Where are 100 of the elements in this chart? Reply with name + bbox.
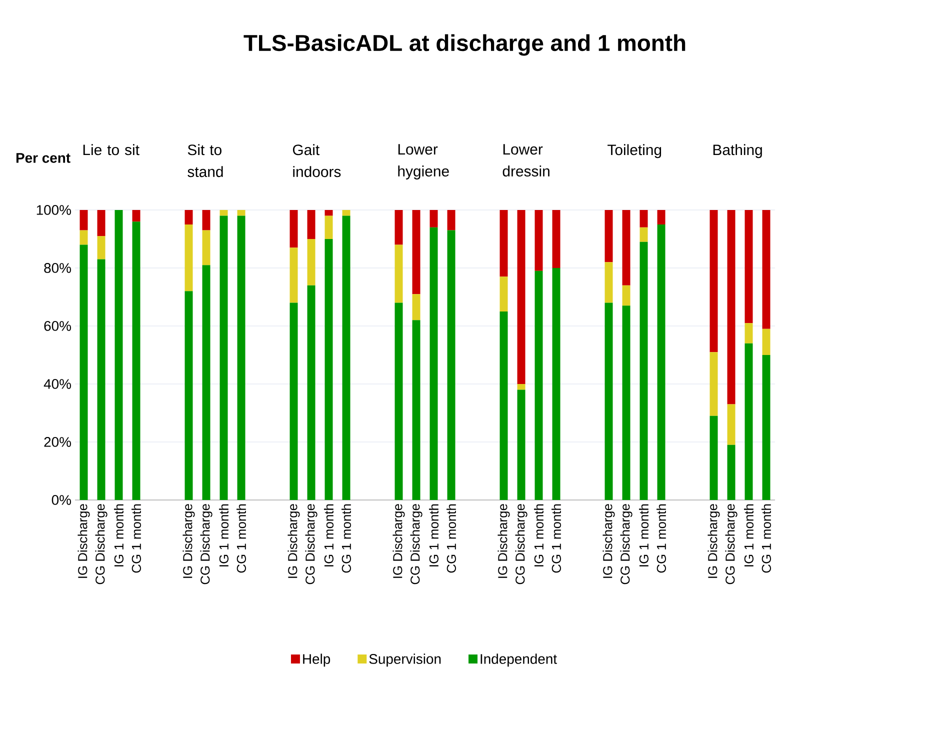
y-tick-label: 80% [44, 263, 71, 273]
bar [727, 210, 736, 404]
x-tick-label: CG Discharge [305, 504, 318, 584]
text: Gait indoors [292, 144, 341, 178]
bar [710, 352, 718, 416]
x-tick-label: CG 1 month [446, 504, 456, 573]
bar [394, 302, 403, 500]
bar [622, 285, 630, 306]
legend-label: Help [303, 654, 330, 667]
y-tick-label: 20% [44, 437, 71, 447]
x-tick-label: CG 1 month [341, 504, 352, 573]
bar [710, 416, 718, 500]
bar [517, 384, 526, 390]
bar [220, 210, 228, 216]
x-tick-label: IG Discharge [392, 504, 405, 578]
bar [622, 306, 630, 500]
bar [324, 216, 333, 239]
y-tick-label: 40% [44, 379, 71, 389]
bar [500, 276, 508, 312]
bar [534, 270, 543, 500]
bar [552, 210, 560, 268]
x-tick-label: CG Discharge [95, 504, 108, 584]
bar [80, 210, 88, 230]
x-tick-label: IG Discharge [708, 504, 720, 578]
bar [394, 210, 403, 245]
bar [727, 404, 736, 445]
x-tick-label: IG 1 month [534, 504, 544, 566]
bar [447, 230, 456, 500]
bar [202, 210, 210, 230]
bar [412, 210, 420, 294]
bar [132, 210, 140, 222]
bar [394, 244, 403, 303]
bar [97, 210, 106, 236]
bar [500, 311, 508, 500]
bar [744, 210, 753, 324]
bar [307, 210, 316, 239]
bar [604, 262, 613, 303]
bar [324, 238, 333, 500]
bar [324, 210, 333, 216]
x-tick-label: CG Discharge [410, 504, 422, 584]
bar [342, 210, 350, 216]
y-axis-title: Per cent [16, 153, 70, 163]
x-tick-label: IG Discharge [78, 504, 90, 578]
x-tick-label: IG 1 month [114, 504, 124, 566]
x-tick-label: CG 1 month [762, 504, 772, 573]
bar [184, 210, 193, 224]
bar [657, 210, 666, 224]
bar [447, 210, 456, 230]
bar [534, 210, 543, 271]
bar [604, 210, 613, 262]
bar [184, 291, 193, 500]
bar [517, 210, 526, 384]
bar [132, 222, 140, 500]
bar [412, 320, 420, 500]
chart-title: TLS-BasicADL at discharge and 1 month [244, 34, 686, 56]
bar [640, 227, 648, 242]
bar [202, 230, 210, 266]
bar [622, 210, 630, 286]
bar [237, 216, 246, 500]
bar [430, 210, 438, 228]
bar [184, 224, 193, 292]
y-tick-label: 0% [52, 495, 71, 505]
x-tick-label: IG 1 month [639, 504, 649, 566]
x-tick-label: CG 1 month [552, 504, 562, 573]
bar [290, 248, 298, 303]
bar [307, 238, 316, 286]
bar [290, 210, 298, 248]
text: Lower hygiene [398, 144, 449, 180]
x-tick-label: IG Discharge [182, 504, 195, 578]
x-tick-label: CG 1 month [656, 504, 666, 573]
y-tick-label: 100% [36, 205, 71, 215]
x-tick-label: CG Discharge [725, 504, 738, 584]
x-tick-label: CG Discharge [620, 504, 632, 584]
bar [290, 302, 298, 500]
x-tick-label: CG 1 month [236, 504, 246, 573]
bar [640, 242, 648, 500]
bar [727, 444, 736, 500]
y-tick-label: 60% [44, 321, 71, 331]
bar [412, 294, 420, 320]
bar [744, 323, 753, 344]
text: Bathing [713, 144, 762, 158]
bar [500, 210, 508, 277]
x-tick-label: IG Discharge [602, 504, 615, 578]
bar [97, 236, 106, 260]
x-tick-label: IG 1 month [218, 504, 229, 566]
bar [342, 216, 350, 500]
bar [552, 268, 560, 500]
x-tick-label: CG 1 month [131, 504, 142, 573]
bar [80, 230, 88, 245]
bar [220, 216, 228, 500]
bar [640, 210, 648, 228]
bar [430, 227, 438, 500]
bar [657, 224, 666, 500]
text: Lower dressin [502, 144, 550, 177]
legend-label: Independent [480, 654, 557, 667]
bar [80, 244, 88, 500]
bar [307, 285, 316, 500]
x-tick-label: CG Discharge [200, 504, 212, 584]
x-tick-label: CG Discharge [515, 504, 528, 584]
bar [604, 302, 613, 500]
